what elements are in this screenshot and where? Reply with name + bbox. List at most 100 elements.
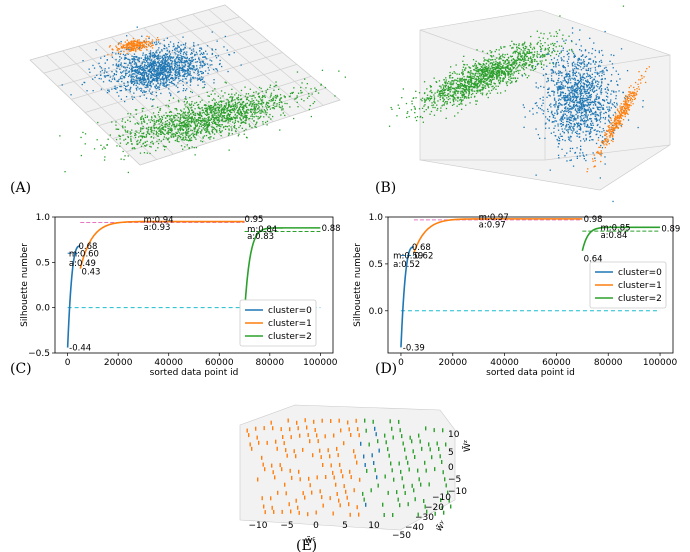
annotation-label: m:0.59 bbox=[393, 251, 423, 261]
x-axis-label: sorted data point id bbox=[150, 368, 239, 378]
y-axis-label: Silhouette number bbox=[20, 243, 30, 327]
chart-c-silhouette: 0 20000 40000 60000 80000 100000 −0.5 0.0 0.5 1.0… bbox=[20, 213, 341, 378]
annotation-label: a:0.49 bbox=[69, 259, 96, 269]
x-tick-label: 100000 bbox=[303, 358, 338, 368]
z-tick-label: 0 bbox=[448, 463, 454, 473]
y-tick-label: −30 bbox=[415, 513, 434, 523]
annotation-label: 0.62 bbox=[414, 251, 433, 261]
chart-d-silhouette: 0 20000 40000 60000 80000 100000 0.0 0.5 1.0 sort… bbox=[353, 213, 680, 378]
x-tick-label: 60000 bbox=[542, 358, 571, 368]
panel-e-label: (E) bbox=[296, 538, 317, 552]
y-tick-label: 1.0 bbox=[36, 213, 51, 223]
annotation-label: a:0.97 bbox=[479, 221, 506, 231]
x-tick-label: 80000 bbox=[594, 358, 623, 368]
annotation-label: a:0.93 bbox=[143, 223, 170, 233]
y-tick-label: 0.0 bbox=[36, 304, 51, 314]
y-tick-label: −40 bbox=[405, 523, 424, 533]
y-tick-label: −0.5 bbox=[28, 349, 50, 359]
series-line-cluster=1 bbox=[79, 220, 245, 269]
y-tick-label: 0.5 bbox=[369, 260, 383, 270]
x-tick-label: 40000 bbox=[490, 358, 519, 368]
legend-entry: cluster=0 bbox=[618, 268, 662, 278]
cluster0-grid-points-e bbox=[360, 426, 380, 507]
x-axis-label: sorted data point id bbox=[486, 368, 575, 378]
series-line-cluster=1 bbox=[413, 218, 583, 253]
x-tick-label: −10 bbox=[249, 521, 268, 531]
z-axis-label: W̃ᶻ bbox=[461, 440, 473, 452]
chartD-frame bbox=[387, 216, 674, 354]
x-tick-label: 100000 bbox=[643, 358, 678, 368]
annotation-label: 0.89 bbox=[661, 224, 680, 234]
annotation-label: 0.43 bbox=[82, 267, 101, 277]
legend: cluster=0 cluster=1 cluster=2 bbox=[589, 261, 667, 309]
chartC-frame bbox=[54, 216, 334, 354]
z-tick-label: −10 bbox=[448, 487, 467, 497]
annotation-label: m:0.84 bbox=[247, 225, 277, 235]
cluster0-points-b bbox=[521, 27, 644, 203]
legend-entry: cluster=1 bbox=[618, 281, 662, 291]
annotation-label: a:0.84 bbox=[600, 231, 627, 241]
series-line-cluster=0 bbox=[400, 246, 414, 348]
annotation-label: 0.95 bbox=[245, 215, 264, 225]
panel-b-3d-scatter bbox=[388, 5, 671, 203]
cluster2-points-b bbox=[388, 5, 625, 127]
panel-e-3d-grid-scatter: −10 −5 0 5 10−50−40−30−20−10−10−50510w̃ᶜw̃ʸW… bbox=[239, 404, 473, 546]
legend-entry: cluster=2 bbox=[618, 294, 662, 304]
series-line-cluster=0 bbox=[66, 245, 81, 348]
legend: cluster=0 cluster=1 cluster=2 bbox=[239, 299, 317, 347]
panel-a-plane bbox=[29, 4, 341, 166]
x-tick-label: −5 bbox=[280, 521, 293, 531]
legend-entry: cluster=0 bbox=[268, 306, 312, 316]
annotation-label: a:0.83 bbox=[247, 232, 274, 242]
y-tick-label: 0.0 bbox=[369, 307, 384, 317]
series-line-cluster=2 bbox=[243, 227, 321, 313]
annotation-label: m:0.94 bbox=[143, 216, 173, 226]
y-tick-label: 0.5 bbox=[36, 258, 50, 268]
panel-c-label: (C) bbox=[10, 361, 32, 377]
z-tick-label: 10 bbox=[448, 430, 460, 440]
annotation-label: m:0.97 bbox=[479, 213, 509, 223]
annotation-label: m:0.60 bbox=[69, 249, 99, 259]
x-tick-label: 10 bbox=[368, 521, 380, 531]
annotation-label: 0.68 bbox=[79, 242, 98, 252]
y-tick-label: −50 bbox=[392, 531, 411, 541]
y-tick-label: −20 bbox=[425, 503, 444, 513]
legend-entry: cluster=1 bbox=[268, 319, 312, 329]
panel-d-label: (D) bbox=[375, 361, 397, 377]
annotation-label: -0.39 bbox=[403, 343, 425, 353]
x-tick-label: 0 bbox=[65, 358, 71, 368]
legend-entry: cluster=2 bbox=[268, 332, 312, 342]
x-tick-label: 20000 bbox=[104, 358, 133, 368]
x-tick-label: 0 bbox=[313, 521, 319, 531]
x-axis-label: w̃ᶜ bbox=[305, 536, 316, 546]
x-tick-label: 0 bbox=[398, 358, 404, 368]
y-axis-label: Silhouette number bbox=[353, 243, 363, 327]
cluster2-grid-points-e bbox=[362, 418, 452, 517]
cluster0-points-a bbox=[61, 26, 242, 107]
panel-a-3d-scatter bbox=[29, 4, 346, 174]
panel-b-label: (B) bbox=[375, 180, 396, 196]
x-tick-label: 5 bbox=[342, 521, 348, 531]
annotation-label: -0.44 bbox=[69, 344, 91, 354]
x-tick-label: 60000 bbox=[205, 358, 234, 368]
annotation-label: a:0.52 bbox=[393, 260, 420, 270]
panel-a-label: (A) bbox=[10, 180, 31, 196]
cluster1-points-a bbox=[107, 35, 160, 56]
cluster1-points-b bbox=[586, 66, 650, 173]
y-axis-label: w̃ʸ bbox=[434, 519, 449, 534]
x-tick-label: 20000 bbox=[438, 358, 467, 368]
x-tick-label: 80000 bbox=[255, 358, 284, 368]
annotation-label: 0.88 bbox=[322, 224, 341, 234]
annotation-label: 0.98 bbox=[584, 215, 603, 225]
x-tick-label: 40000 bbox=[154, 358, 183, 368]
series-line-cluster=2 bbox=[581, 226, 661, 251]
z-tick-label: −5 bbox=[448, 475, 461, 485]
annotation-label: 0.68 bbox=[412, 243, 431, 253]
y-tick-label: −10 bbox=[432, 493, 451, 503]
annotation-label: m:0.85 bbox=[600, 223, 630, 233]
z-tick-label: 5 bbox=[448, 448, 454, 458]
cluster2-points-a bbox=[59, 69, 346, 174]
cluster1-grid-points-e bbox=[246, 418, 361, 517]
annotation-label: 0.64 bbox=[584, 254, 603, 264]
